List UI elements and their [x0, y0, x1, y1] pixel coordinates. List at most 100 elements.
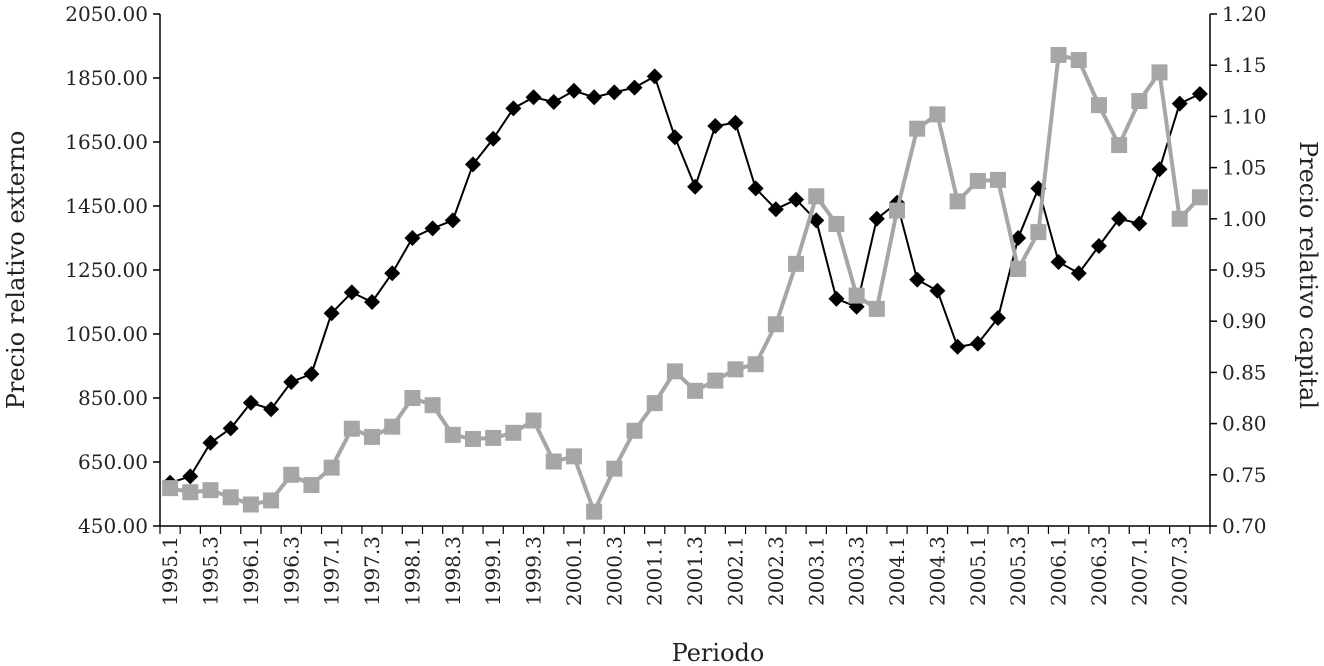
x-tick-label: 2007.1 — [1127, 536, 1151, 606]
series-1-point — [565, 82, 582, 99]
series-2-point — [384, 418, 401, 435]
x-tick-label: 2006.1 — [1047, 536, 1071, 606]
series-1-point — [525, 89, 542, 106]
x-tick-label: 1998.3 — [441, 536, 465, 606]
series-2-point — [929, 106, 946, 123]
x-tick-label: 2003.1 — [804, 536, 828, 606]
x-tick-label: 2000.1 — [562, 536, 586, 606]
x-tick-label: 1997.1 — [320, 536, 344, 606]
y-right-tick-label: 1.05 — [1222, 156, 1267, 180]
series-layer — [162, 46, 1208, 520]
series-1-point — [586, 89, 603, 106]
y-left-tick-label: 1450.00 — [65, 194, 148, 218]
series-2-point — [202, 482, 219, 499]
series-1-point — [687, 178, 704, 195]
x-tick-label: 1996.1 — [239, 536, 263, 606]
series-1-point — [646, 68, 663, 85]
series-1-point — [727, 114, 744, 131]
y-axis-right-title: Precio relativo capital — [1294, 141, 1322, 409]
series-2-point — [868, 300, 885, 317]
y-left-tick-label: 2050.00 — [65, 2, 148, 26]
x-tick-label: 2004.3 — [925, 536, 949, 606]
series-1-point — [1151, 161, 1168, 178]
y-left-tick-label: 1050.00 — [65, 322, 148, 346]
axes: 450.00 650.00 850.00 1050.00 1250.00 1450.00 1… — [65, 2, 1266, 606]
series-1-point — [606, 84, 623, 101]
y-right-tick-label: 0.70 — [1222, 514, 1267, 538]
series-2-point — [626, 422, 643, 439]
series-1-point — [545, 94, 562, 110]
series-2-point — [343, 420, 360, 437]
series-2-point — [707, 372, 724, 389]
series-2-point — [989, 171, 1006, 188]
series-2-point — [848, 287, 865, 304]
series-2-point — [424, 397, 441, 414]
series-2-point — [182, 484, 199, 501]
series-1-point — [909, 271, 926, 288]
series-2-point — [404, 390, 421, 406]
y-left-tick-label: 1250.00 — [65, 258, 148, 282]
series-1-point — [1010, 230, 1027, 246]
series-1-point — [242, 394, 259, 411]
series-2-point — [1030, 224, 1047, 241]
y-right-tick-label: 1.20 — [1222, 2, 1267, 26]
series-2-point — [1050, 46, 1067, 63]
series-1-point — [666, 129, 683, 146]
series-2-point — [222, 489, 239, 506]
series-1-point — [485, 130, 502, 147]
series-1-point — [202, 434, 219, 451]
series-2-point — [606, 460, 623, 477]
y-right-tick-label: 1.10 — [1222, 104, 1267, 128]
x-tick-label: 2000.3 — [602, 536, 626, 606]
series-2-point — [364, 428, 381, 445]
series-1-point — [1050, 254, 1067, 270]
x-tick-label: 2004.1 — [885, 536, 909, 606]
x-tick-label: 2002.1 — [723, 536, 747, 606]
series-1-point — [949, 338, 966, 355]
series-1-point — [444, 212, 461, 229]
series-1-point — [828, 290, 845, 307]
x-tick-label: 1997.3 — [360, 536, 384, 606]
series-2-line — [169, 52, 1202, 517]
series-1-point — [303, 366, 320, 382]
series-1-point — [1111, 210, 1128, 227]
series-1-point — [222, 420, 239, 437]
series-2-point — [727, 361, 744, 378]
series-2-point — [303, 477, 320, 494]
series-1-point — [1090, 238, 1107, 254]
series-1-point — [1131, 215, 1148, 232]
series-1-point — [1070, 265, 1087, 282]
series-1-point — [767, 201, 784, 218]
y-right-tick-label: 0.85 — [1222, 360, 1267, 384]
series-2-point — [545, 453, 562, 470]
series-1-point — [969, 335, 986, 352]
series-2-point — [646, 395, 663, 412]
series-2-point — [1131, 93, 1148, 110]
series-2-point — [586, 503, 603, 520]
series-2-point — [525, 412, 542, 429]
x-tick-label: 1998.1 — [400, 536, 424, 606]
series-2-point — [565, 448, 582, 465]
series-2-point — [767, 316, 784, 333]
x-tick-label: 1995.1 — [158, 536, 182, 606]
series-2-point — [909, 120, 926, 137]
series-2-point — [666, 363, 683, 380]
series-2-point — [283, 466, 300, 483]
series-1-point — [747, 180, 764, 197]
x-tick-label: 1995.3 — [198, 536, 222, 606]
x-tick-label: 2002.3 — [764, 536, 788, 606]
series-1-point — [263, 401, 280, 418]
x-tick-label: 1999.1 — [481, 536, 505, 606]
series-1-point — [364, 294, 381, 310]
x-tick-label: 2005.1 — [966, 536, 990, 606]
y-right-tick-label: 0.80 — [1222, 412, 1267, 436]
series-1-point — [626, 79, 643, 96]
y-right-tick-label: 1.00 — [1222, 207, 1267, 231]
series-1-point — [1191, 86, 1208, 102]
x-tick-label: 1996.3 — [279, 536, 303, 606]
x-tick-label: 2001.1 — [643, 536, 667, 606]
y-right-tick-label: 1.15 — [1222, 53, 1267, 77]
series-2-point — [1090, 97, 1107, 114]
series-1-point — [283, 374, 300, 390]
y-left-tick-label: 650.00 — [78, 450, 148, 474]
